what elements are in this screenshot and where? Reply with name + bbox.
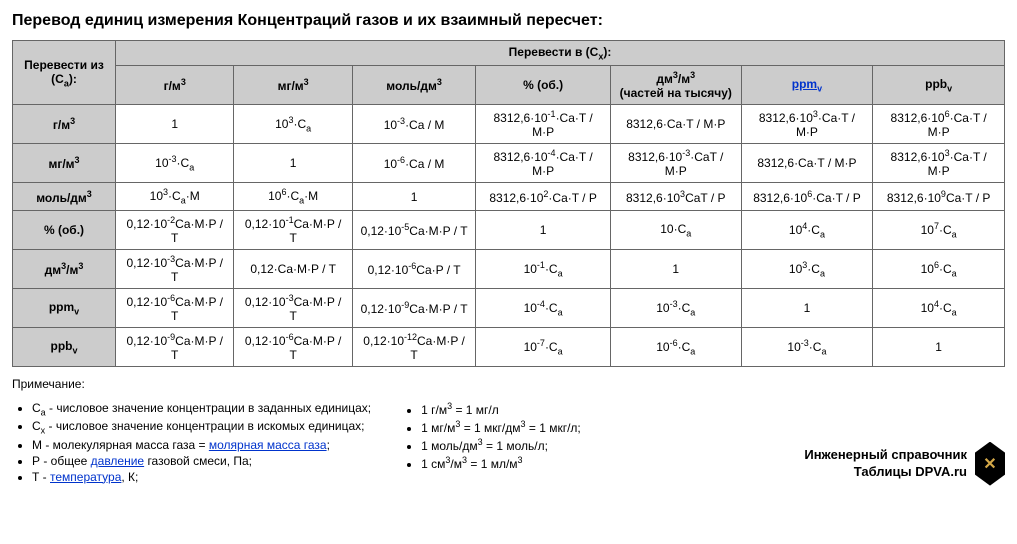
cell-3-2: 0,12·10-5Ca·M·P / T	[352, 210, 475, 249]
cell-5-2: 0,12·10-9Ca·M·P / T	[352, 288, 475, 327]
col-header-0: г/м3	[116, 66, 234, 105]
col-header-3: % (об.)	[476, 66, 611, 105]
cell-0-2: 10-3·Ca / M	[352, 105, 475, 144]
cell-6-5: 10-3·Ca	[741, 327, 873, 366]
note-right-2: 1 моль/дм3 = 1 моль/л;	[421, 437, 581, 453]
table-row: ppbv0,12·10-9Ca·M·P / T0,12·10-6Ca·M·P /…	[13, 327, 1005, 366]
cell-0-0: 1	[116, 105, 234, 144]
cell-6-4: 10-6·Ca	[610, 327, 741, 366]
notes-section: Примечание: Ca - числовое значение конце…	[12, 377, 1005, 486]
cell-5-5: 1	[741, 288, 873, 327]
cell-0-3: 8312,6·10-1·Ca·T / M·P	[476, 105, 611, 144]
col-header-5: ppmv	[741, 66, 873, 105]
note-right-3: 1 см3/м3 = 1 мл/м3	[421, 455, 581, 471]
conversion-table: Перевести из (Ca):Перевести в (Cx):г/м3м…	[12, 40, 1005, 367]
table-row: ppmv0,12·10-6Ca·M·P / T0,12·10-3Ca·M·P /…	[13, 288, 1005, 327]
branding-line1: Инженерный справочник	[804, 447, 967, 464]
notes-left-list: Ca - числовое значение концентрации в за…	[32, 399, 371, 486]
note-left-3: Р - общее давление газовой смеси, Па;	[32, 454, 371, 468]
note-left-1: Cx - числовое значение концентрации в ис…	[32, 419, 371, 435]
cell-4-5: 103·Ca	[741, 249, 873, 288]
table-row: мг/м310-3·Ca110-6·Ca / M8312,6·10-4·Ca·T…	[13, 144, 1005, 183]
row-label-1: мг/м3	[13, 144, 116, 183]
cell-0-1: 103·Ca	[234, 105, 352, 144]
cell-3-4: 10·Ca	[610, 210, 741, 249]
cell-5-1: 0,12·10-3Ca·M·P / T	[234, 288, 352, 327]
col-header-1: мг/м3	[234, 66, 352, 105]
cell-3-0: 0,12·10-2Ca·M·P / T	[116, 210, 234, 249]
cell-0-4: 8312,6·Ca·T / M·P	[610, 105, 741, 144]
col-header-4: дм3/м3(частей на тысячу)	[610, 66, 741, 105]
logo-icon: ✕	[975, 442, 1005, 486]
cell-2-2: 1	[352, 183, 475, 210]
col-header-6: ppbv	[873, 66, 1005, 105]
cell-1-1: 1	[234, 144, 352, 183]
cell-6-2: 0,12·10-12Ca·M·P / T	[352, 327, 475, 366]
row-label-0: г/м3	[13, 105, 116, 144]
cell-3-5: 104·Ca	[741, 210, 873, 249]
cell-2-1: 106·Ca·M	[234, 183, 352, 210]
table-row: г/м31103·Ca10-3·Ca / M8312,6·10-1·Ca·T /…	[13, 105, 1005, 144]
cell-6-1: 0,12·10-6Ca·M·P / T	[234, 327, 352, 366]
col-header-2: моль/дм3	[352, 66, 475, 105]
note-left-4: Т - температура, К;	[32, 470, 371, 484]
cell-4-4: 1	[610, 249, 741, 288]
table-row: моль/дм3103·Ca·M106·Ca·M18312,6·102·Ca·T…	[13, 183, 1005, 210]
col-group-label: Перевести в (Cx):	[116, 41, 1005, 66]
cell-1-5: 8312,6·Ca·T / M·P	[741, 144, 873, 183]
cell-2-5: 8312,6·106·Ca·T / P	[741, 183, 873, 210]
row-label-6: ppbv	[13, 327, 116, 366]
cell-4-1: 0,12·Ca·M·P / T	[234, 249, 352, 288]
cell-5-4: 10-3·Ca	[610, 288, 741, 327]
cell-5-3: 10-4·Ca	[476, 288, 611, 327]
table-row: % (об.)0,12·10-2Ca·M·P / T0,12·10-1Ca·M·…	[13, 210, 1005, 249]
cell-6-3: 10-7·Ca	[476, 327, 611, 366]
cell-2-4: 8312,6·103CaT / P	[610, 183, 741, 210]
table-body: г/м31103·Ca10-3·Ca / M8312,6·10-1·Ca·T /…	[13, 105, 1005, 366]
note-right-1: 1 мг/м3 = 1 мкг/дм3 = 1 мкг/л;	[421, 419, 581, 435]
row-header-label: Перевести из (Ca):	[13, 41, 116, 105]
notes-label: Примечание:	[12, 377, 1005, 391]
note-left-0: Ca - числовое значение концентрации в за…	[32, 401, 371, 417]
note-left-2: М - молекулярная масса газа = молярная м…	[32, 438, 371, 452]
cell-1-0: 10-3·Ca	[116, 144, 234, 183]
cell-5-0: 0,12·10-6Ca·M·P / T	[116, 288, 234, 327]
row-label-5: ppmv	[13, 288, 116, 327]
cell-1-2: 10-6·Ca / M	[352, 144, 475, 183]
cell-5-6: 104·Ca	[873, 288, 1005, 327]
cell-2-0: 103·Ca·M	[116, 183, 234, 210]
cell-3-1: 0,12·10-1Ca·M·P / T	[234, 210, 352, 249]
cell-4-0: 0,12·10-3Ca·M·P / T	[116, 249, 234, 288]
row-label-2: моль/дм3	[13, 183, 116, 210]
note-right-0: 1 г/м3 = 1 мг/л	[421, 401, 581, 417]
table-header: Перевести из (Ca):Перевести в (Cx):г/м3м…	[13, 41, 1005, 105]
cell-1-4: 8312,6·10-3·CaT / M·P	[610, 144, 741, 183]
branding: Инженерный справочник Таблицы DPVA.ru ✕	[804, 442, 1005, 486]
table-row: дм3/м30,12·10-3Ca·M·P / T0,12·Ca·M·P / T…	[13, 249, 1005, 288]
cell-6-0: 0,12·10-9Ca·M·P / T	[116, 327, 234, 366]
cell-1-6: 8312,6·103·Ca·T / M·P	[873, 144, 1005, 183]
cell-2-6: 8312,6·109Ca·T / P	[873, 183, 1005, 210]
cell-3-3: 1	[476, 210, 611, 249]
notes-right-list: 1 г/м3 = 1 мг/л 1 мг/м3 = 1 мкг/дм3 = 1 м…	[421, 399, 581, 486]
cell-2-3: 8312,6·102·Ca·T / P	[476, 183, 611, 210]
branding-line2: Таблицы DPVA.ru	[804, 464, 967, 481]
cell-0-6: 8312,6·106·Ca·T / M·P	[873, 105, 1005, 144]
cell-6-6: 1	[873, 327, 1005, 366]
row-label-4: дм3/м3	[13, 249, 116, 288]
cell-4-6: 106·Ca	[873, 249, 1005, 288]
cell-1-3: 8312,6·10-4·Ca·T / M·P	[476, 144, 611, 183]
row-label-3: % (об.)	[13, 210, 116, 249]
cell-3-6: 107·Ca	[873, 210, 1005, 249]
cell-4-2: 0,12·10-6Ca·P / T	[352, 249, 475, 288]
page-title: Перевод единиц измерения Концентраций га…	[12, 12, 1005, 30]
cell-4-3: 10-1·Ca	[476, 249, 611, 288]
cell-0-5: 8312,6·103·Ca·T / M·P	[741, 105, 873, 144]
